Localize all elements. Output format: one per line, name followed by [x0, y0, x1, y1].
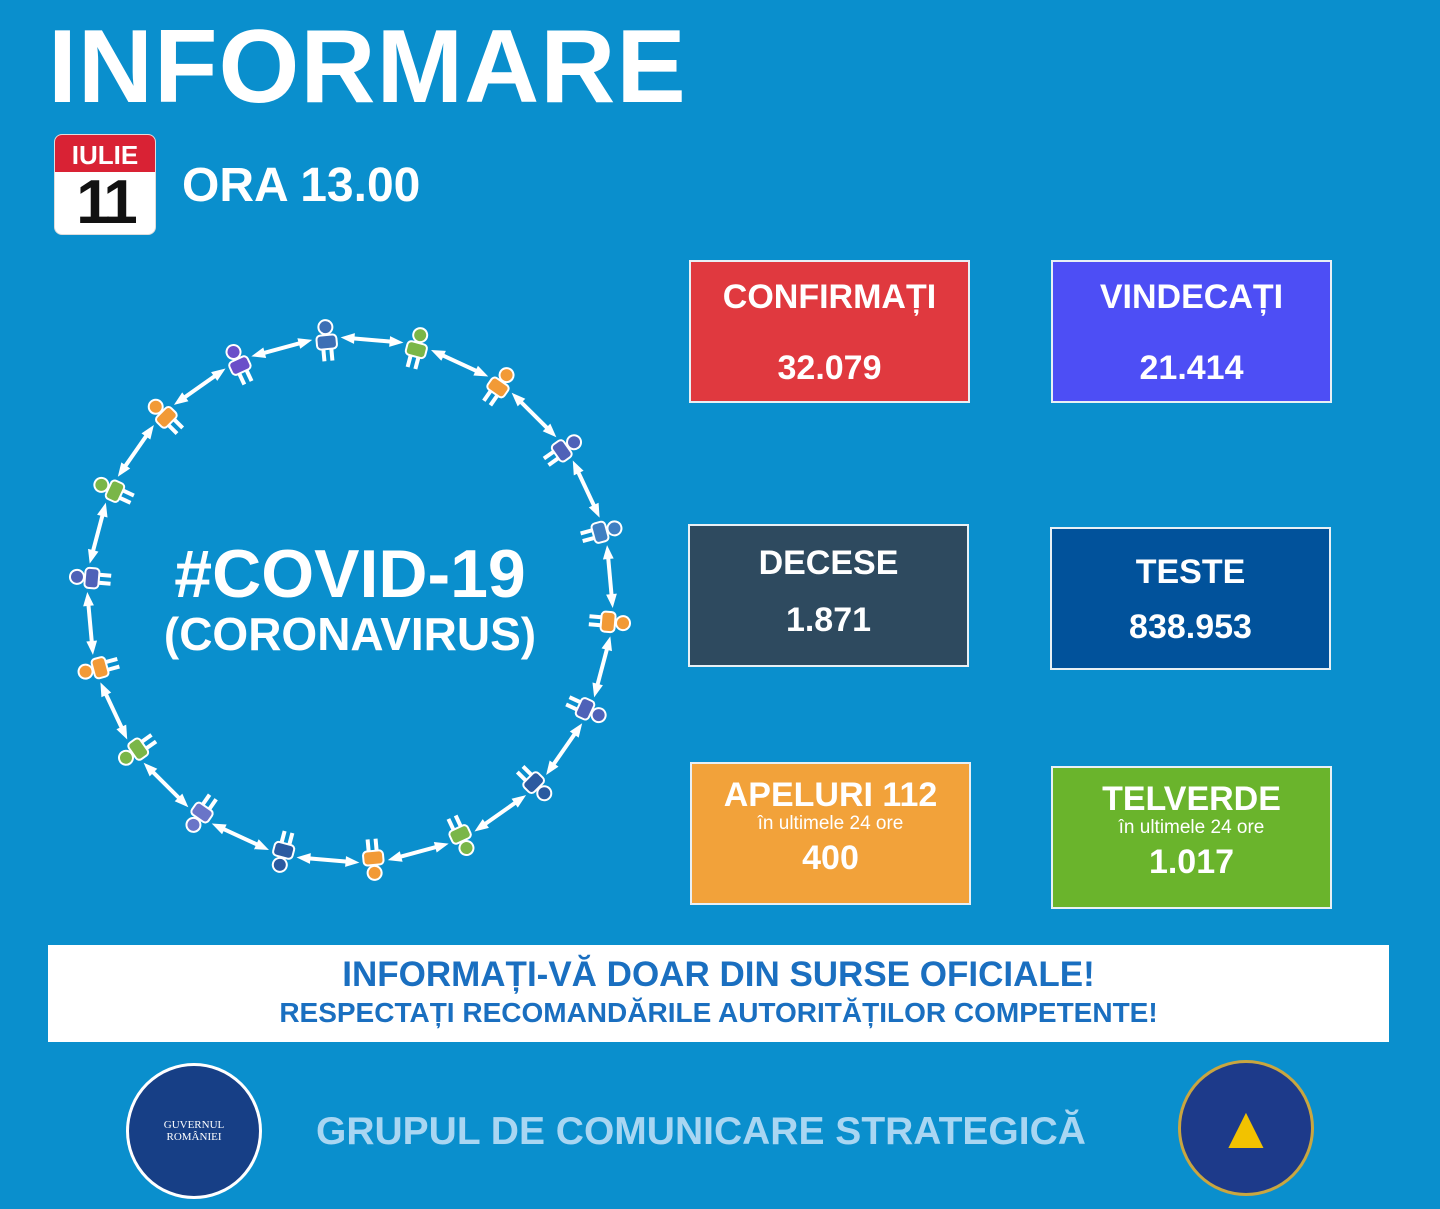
hashtag: #COVID-19 — [174, 536, 526, 612]
stat-sublabel: în ultimele 24 ore — [757, 813, 904, 834]
person-icon — [315, 319, 338, 362]
stat-label: DECESE — [758, 544, 899, 582]
stat-value: 1.017 — [1148, 843, 1235, 881]
double-arrow-icon — [117, 425, 154, 477]
government-logo: GUVERNUL ROMÂNIEI — [126, 1063, 262, 1199]
stat-value: 838.953 — [1129, 608, 1252, 646]
calendar-month: IULIE — [55, 135, 155, 172]
double-arrow-icon — [387, 842, 449, 862]
coronavirus-subtitle: (CORONAVIRUS) — [163, 608, 537, 660]
person-icon — [225, 343, 254, 386]
person-icon — [362, 838, 385, 881]
calendar-icon: IULIE 11 — [54, 134, 156, 235]
stat-value: 32.079 — [777, 349, 882, 387]
stat-sublabel: în ultimele 24 ore — [1118, 817, 1265, 838]
stat-calls-112: APELURI 112 în ultimele 24 ore 400 — [690, 762, 971, 905]
stat-value: 1.871 — [785, 601, 872, 639]
person-icon — [588, 610, 632, 634]
person-icon — [271, 830, 296, 873]
person-icon — [93, 476, 135, 505]
person-icon — [68, 566, 112, 590]
calendar-day: 11 — [76, 168, 138, 235]
double-arrow-icon — [173, 368, 226, 405]
double-arrow-icon — [211, 823, 269, 851]
page-title: INFORMARE — [48, 9, 687, 125]
banner-line-1: INFORMAȚI-VĂ DOAR DIN SURSE OFICIALE! — [342, 955, 1095, 994]
stat-tests: TESTE 838.953 — [1050, 527, 1331, 670]
stat-telverde: TELVERDE în ultimele 24 ore 1.017 — [1051, 766, 1332, 909]
dsu-logo: ▲ — [1178, 1060, 1314, 1196]
person-icon — [565, 695, 607, 724]
stat-label: TESTE — [1135, 553, 1246, 591]
double-arrow-icon — [592, 636, 612, 698]
people-ring-illustration — [68, 319, 632, 881]
person-icon — [147, 398, 185, 436]
stat-recovered: VINDECAȚI 21.414 — [1051, 260, 1332, 403]
double-arrow-icon — [88, 502, 108, 564]
stat-value: 400 — [802, 839, 859, 877]
double-arrow-icon — [572, 460, 600, 518]
dsu-emblem: ▲ — [1216, 1094, 1276, 1161]
official-sources-banner: INFORMAȚI-VĂ DOAR DIN SURSE OFICIALE! RE… — [48, 945, 1389, 1042]
person-icon — [117, 733, 158, 766]
double-arrow-icon — [340, 333, 404, 347]
double-arrow-icon — [83, 592, 98, 655]
stat-deaths: DECESE 1.871 — [688, 524, 969, 667]
stat-confirmed: CONFIRMAȚI 32.079 — [689, 260, 970, 403]
stat-label: CONFIRMAȚI — [722, 278, 937, 316]
person-icon — [542, 434, 583, 467]
logo-text: GUVERNUL ROMÂNIEI — [163, 1119, 225, 1143]
person-icon — [77, 656, 120, 680]
stat-value: 21.414 — [1139, 349, 1244, 387]
person-icon — [515, 764, 553, 802]
double-arrow-icon — [511, 392, 557, 438]
covid-title: #COVID-19 (CORONAVIRUS) — [140, 535, 560, 661]
person-icon — [482, 367, 515, 407]
person-icon — [185, 793, 218, 833]
person-icon — [580, 520, 623, 544]
time-label: ORA 13.00 — [182, 159, 421, 212]
person-icon — [404, 327, 429, 370]
stat-label: APELURI 112 — [723, 776, 938, 814]
double-arrow-icon — [143, 762, 189, 808]
double-arrow-icon — [546, 723, 583, 775]
banner-line-2: RESPECTAȚI RECOMANDĂRILE AUTORITĂȚILOR C… — [279, 997, 1158, 1028]
double-arrow-icon — [251, 338, 313, 358]
double-arrow-icon — [474, 795, 527, 832]
double-arrow-icon — [100, 682, 128, 740]
double-arrow-icon — [602, 545, 617, 608]
double-arrow-icon — [431, 349, 489, 377]
double-arrow-icon — [296, 853, 360, 867]
stat-label: TELVERDE — [1102, 780, 1281, 818]
stat-label: VINDECAȚI — [1099, 278, 1284, 316]
person-icon — [446, 814, 475, 857]
footer-text: GRUPUL DE COMUNICARE STRATEGICĂ — [316, 1110, 1086, 1153]
